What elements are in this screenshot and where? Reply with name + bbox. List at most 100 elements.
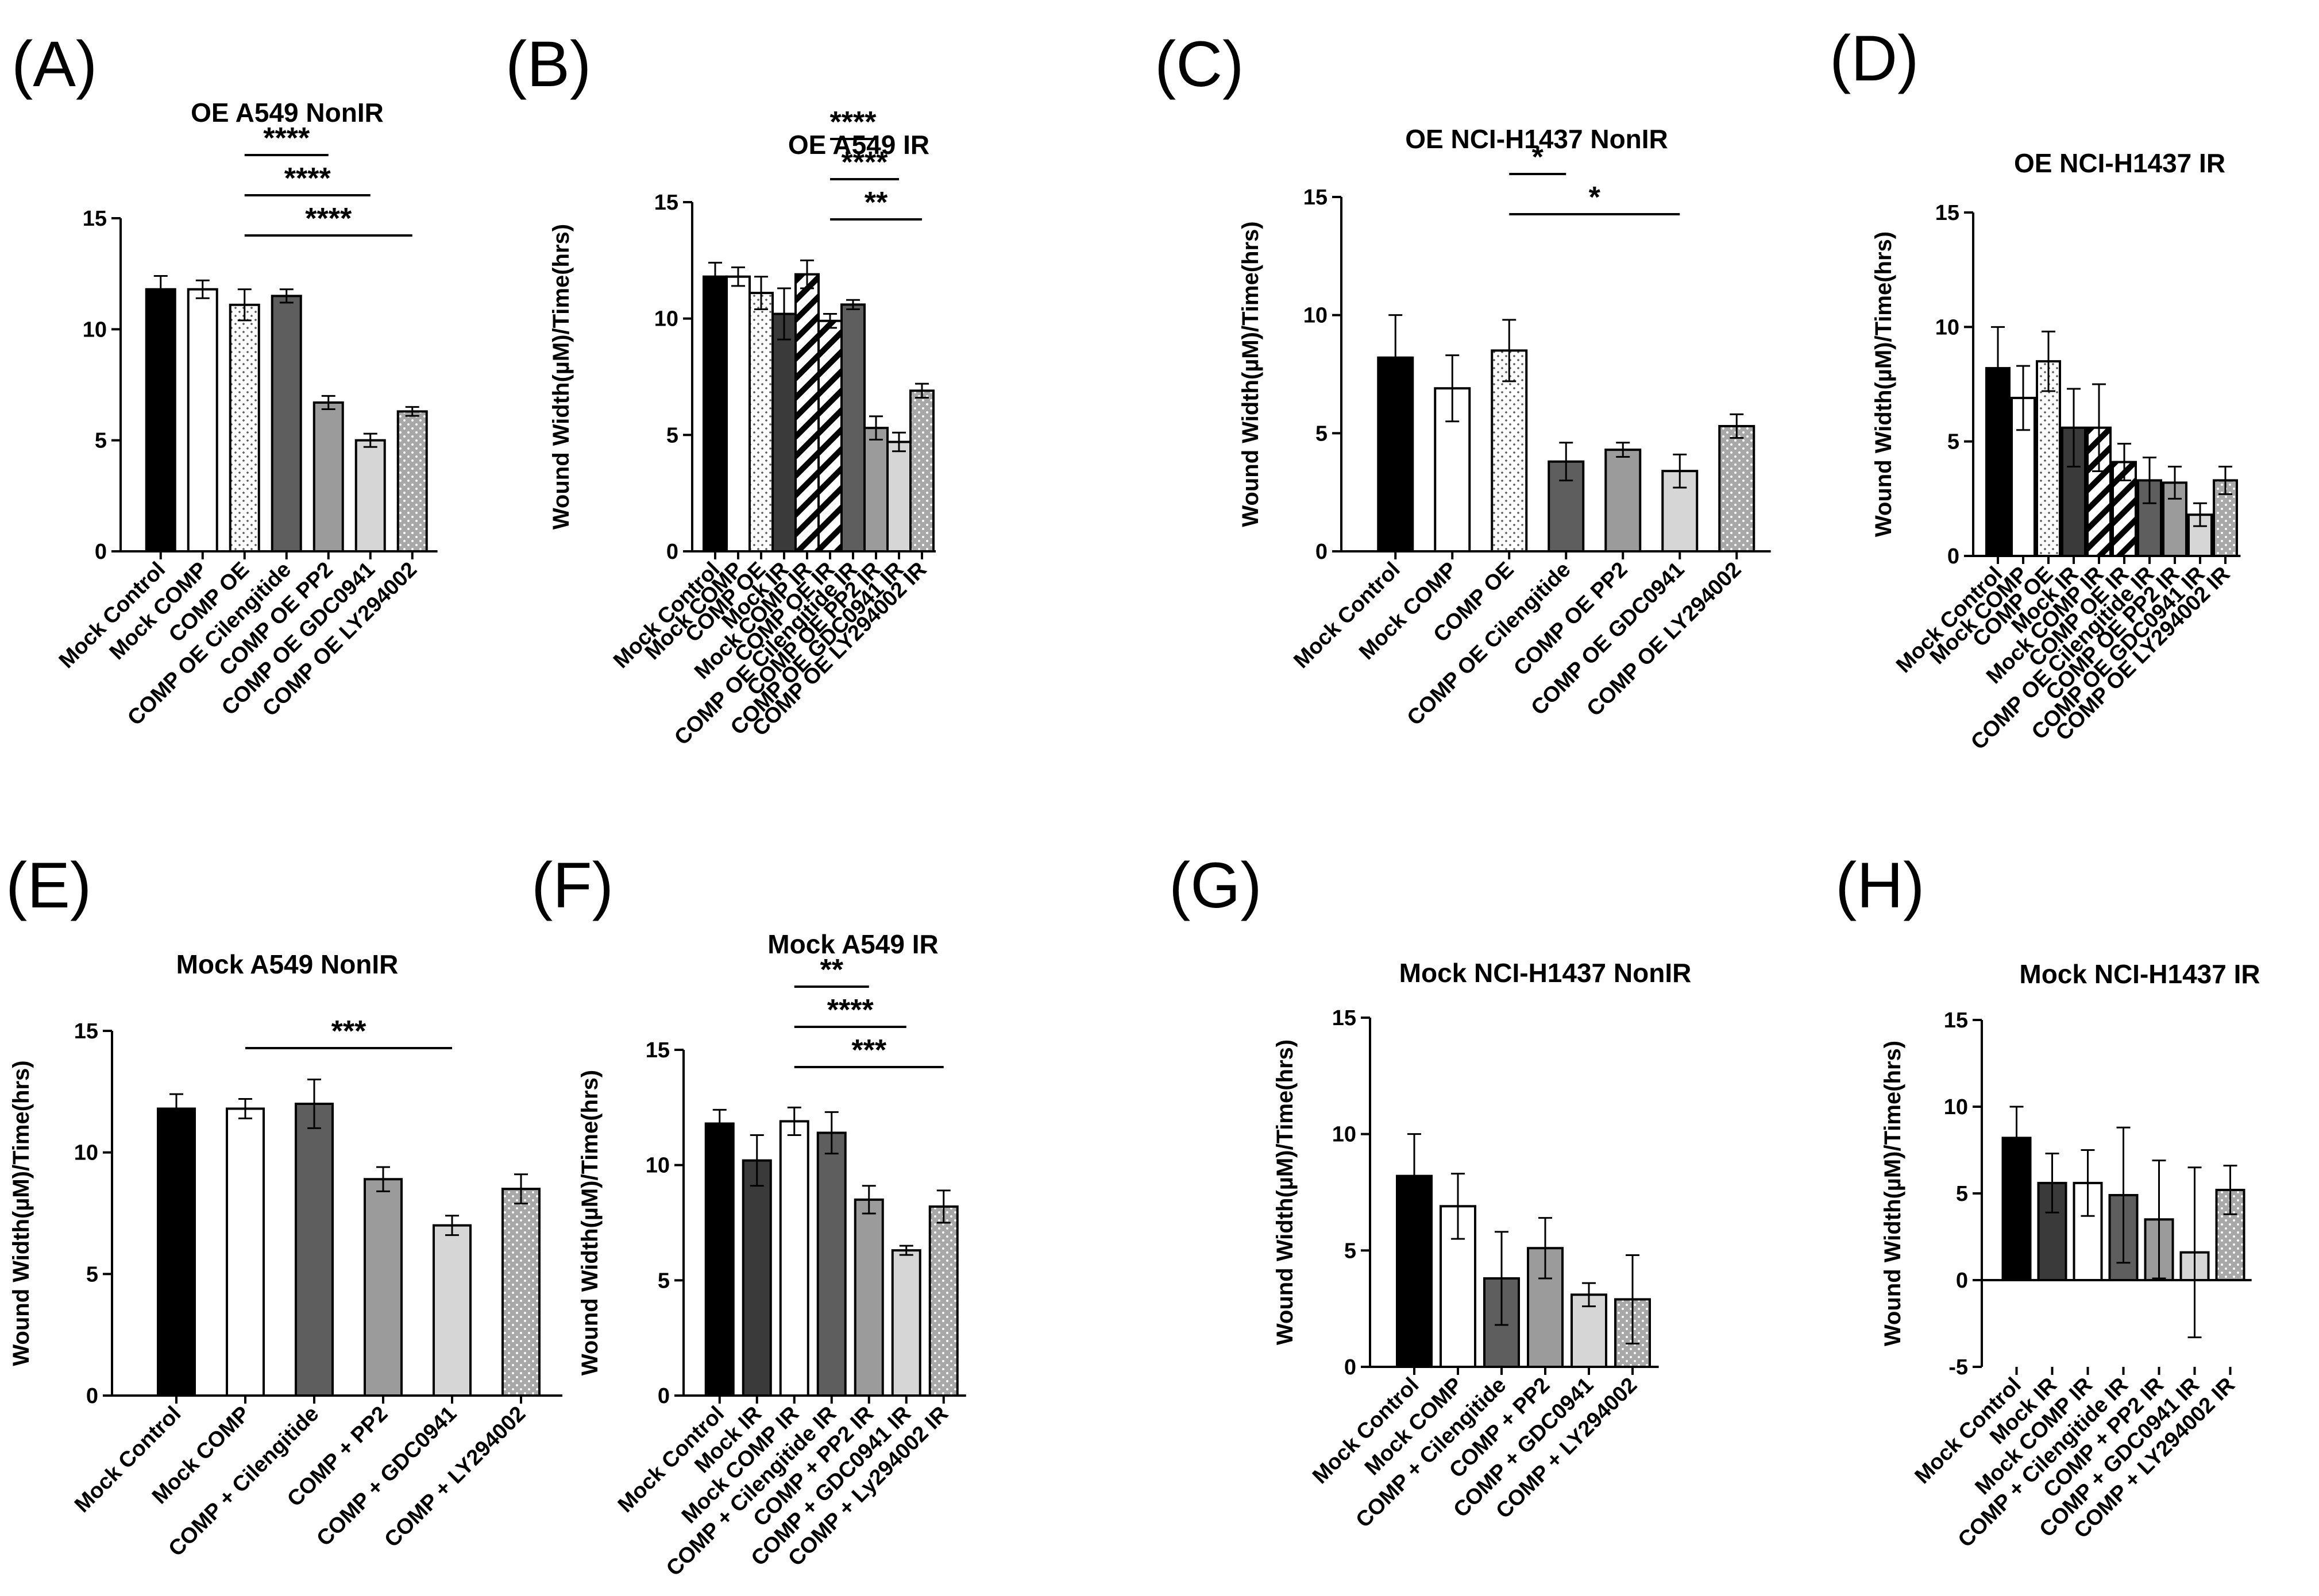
significance-label: * bbox=[1532, 141, 1544, 174]
chart-title: OE NCI-H1437 NonIR bbox=[1405, 124, 1668, 154]
chart-title: Mock A549 IR bbox=[767, 929, 938, 959]
y-tick-label: 10 bbox=[1935, 315, 1959, 339]
y-tick-label: 0 bbox=[1344, 1355, 1356, 1379]
panel-label: (D) bbox=[1830, 22, 1919, 94]
panel-label: (H) bbox=[1835, 849, 1924, 921]
bar-3 bbox=[2036, 360, 2061, 558]
y-tick-label: 15 bbox=[1944, 1008, 1968, 1033]
y-tick-label: 0 bbox=[666, 540, 678, 564]
significance-label: *** bbox=[851, 1034, 886, 1067]
y-tick-label: 10 bbox=[1944, 1095, 1968, 1119]
bar-4 bbox=[816, 1131, 847, 1397]
significance-label: **** bbox=[284, 162, 331, 195]
chart-panel-c: (C) OE NCI-H1437 NonIR Wound Width(µM)/Tim… bbox=[1155, 28, 1771, 731]
y-tick-label: 15 bbox=[1303, 186, 1328, 210]
significance-label: **** bbox=[305, 202, 352, 235]
significance-label: * bbox=[1589, 181, 1601, 214]
panel-label: (G) bbox=[1169, 849, 1262, 921]
y-tick-label: 0 bbox=[86, 1384, 98, 1408]
y-tick-label: 5 bbox=[86, 1262, 98, 1286]
y-axis-label: Wound Width(µM)/Time(hrs) bbox=[1272, 1039, 1298, 1345]
chart-title: Mock A549 NonIR bbox=[176, 949, 399, 979]
bar-4 bbox=[271, 295, 302, 552]
bar-2 bbox=[742, 1159, 772, 1397]
bar-3 bbox=[748, 292, 774, 552]
significance-label: ** bbox=[820, 953, 844, 987]
panel-label: (E) bbox=[6, 849, 91, 921]
bar-7 bbox=[1718, 424, 1755, 553]
chart-panel-f: (F) Mock A549 IR Wound Width(µM)/Time(hrs)… bbox=[531, 849, 966, 1581]
y-tick-label: 15 bbox=[1935, 201, 1959, 225]
y-tick-label: 5 bbox=[658, 1269, 670, 1293]
chart-panel-d: (D) OE NCI-H1437 IR Wound Width(µM)/Time(h… bbox=[1830, 22, 2241, 755]
bar-5 bbox=[433, 1224, 472, 1397]
y-axis-label: Wound Width(µM)/Time(hrs) bbox=[9, 1060, 34, 1366]
y-tick-label: 0 bbox=[1956, 1269, 1968, 1293]
y-tick-label: 10 bbox=[83, 318, 107, 342]
bar-3 bbox=[229, 303, 260, 552]
x-tick-label: Mock COMP bbox=[1355, 558, 1461, 664]
y-tick-label: 0 bbox=[95, 540, 107, 564]
bar-2 bbox=[226, 1107, 265, 1397]
chart-title: OE A549 NonIR bbox=[191, 98, 384, 127]
bar-6 bbox=[501, 1188, 541, 1397]
significance-label: *** bbox=[331, 1015, 366, 1048]
bar-5 bbox=[312, 401, 344, 553]
y-axis-label: Wound Width(µM)/Time(hrs) bbox=[577, 1070, 603, 1375]
y-tick-label: 5 bbox=[1956, 1182, 1968, 1206]
bar-5 bbox=[794, 273, 820, 552]
bar-6 bbox=[817, 319, 843, 552]
y-tick-label: 5 bbox=[1315, 422, 1328, 446]
bar-6 bbox=[354, 439, 386, 553]
y-axis-label: Wound Width(µM)/Time(hrs) bbox=[549, 224, 574, 530]
bar-4 bbox=[771, 312, 797, 552]
y-tick-label: 5 bbox=[95, 429, 107, 453]
bar-7 bbox=[396, 410, 428, 553]
bar-3 bbox=[295, 1103, 334, 1397]
y-tick-label: 15 bbox=[1332, 1006, 1356, 1030]
chart-panel-g: (G) Mock NCI-H1437 NonIR Wound Width(µM)/T… bbox=[1169, 849, 1691, 1532]
y-axis-label: Wound Width(µM)/Time(hrs) bbox=[1871, 231, 1896, 537]
chart-title: OE A549 IR bbox=[788, 130, 929, 160]
bar-6 bbox=[2112, 461, 2137, 558]
bar-1 bbox=[703, 275, 728, 552]
chart-panel-h: (H) Mock NCI-H1437 IR Wound Width(µM)/Time… bbox=[1835, 849, 2260, 1552]
bar-1 bbox=[704, 1122, 735, 1397]
bar-3 bbox=[779, 1120, 809, 1397]
bar-6 bbox=[891, 1249, 921, 1397]
y-tick-label: 0 bbox=[1947, 544, 1959, 569]
bar-2 bbox=[187, 288, 218, 552]
chart-title: OE NCI-H1437 IR bbox=[2014, 148, 2225, 178]
y-tick-label: 15 bbox=[654, 191, 678, 215]
bar-5 bbox=[854, 1198, 884, 1397]
panel-label: (A) bbox=[11, 28, 97, 100]
y-axis-label: Wound Width(µM)/Time(hrs) bbox=[1880, 1041, 1905, 1346]
bar-7 bbox=[928, 1205, 959, 1397]
bar-8 bbox=[863, 427, 889, 552]
y-tick-label: 10 bbox=[74, 1141, 98, 1165]
panel-label: (F) bbox=[531, 849, 613, 921]
y-tick-label: 5 bbox=[1344, 1239, 1356, 1263]
significance-label: **** bbox=[830, 106, 877, 139]
chart-title: Mock NCI-H1437 IR bbox=[2019, 959, 2260, 989]
y-tick-label: 5 bbox=[666, 423, 678, 447]
chart-panel-e: (E) Mock A549 NonIR Wound Width(µM)/Time(h… bbox=[6, 849, 562, 1561]
y-tick-label: 0 bbox=[1315, 540, 1328, 564]
chart-title: Mock NCI-H1437 NonIR bbox=[1399, 958, 1692, 988]
significance-label: ** bbox=[865, 186, 888, 219]
panel-label: (B) bbox=[506, 28, 591, 100]
significance-label: **** bbox=[827, 994, 874, 1027]
significance-label: **** bbox=[842, 146, 889, 179]
panel-label: (C) bbox=[1155, 28, 1244, 100]
y-tick-label: -5 bbox=[1948, 1355, 1968, 1379]
bar-7 bbox=[840, 303, 866, 552]
y-tick-label: 5 bbox=[1947, 430, 1959, 454]
bar-9 bbox=[886, 440, 912, 553]
y-tick-label: 10 bbox=[1303, 304, 1328, 328]
y-tick-label: 10 bbox=[654, 307, 678, 331]
y-axis-label: Wound Width(µM)/Time(hrs) bbox=[1238, 221, 1263, 527]
y-tick-label: 15 bbox=[74, 1019, 98, 1044]
y-tick-label: 10 bbox=[1332, 1123, 1356, 1147]
